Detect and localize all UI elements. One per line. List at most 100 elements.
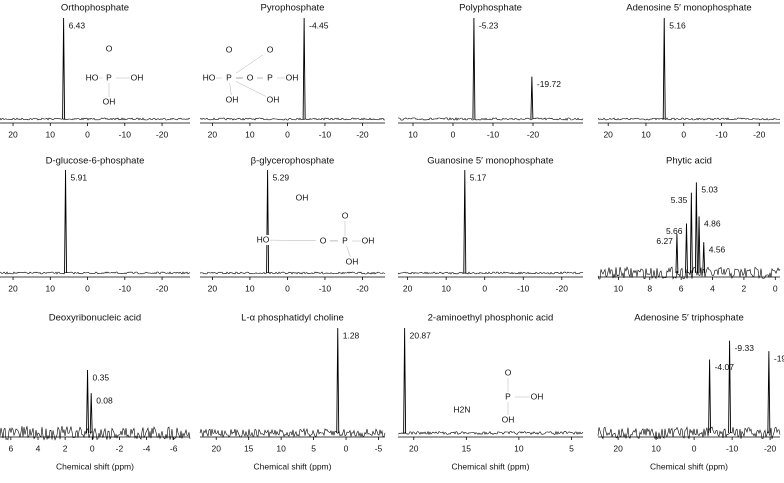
atom-label: O <box>106 43 113 53</box>
x-tick-label: 0 <box>85 129 90 139</box>
x-tick-label: 5 <box>569 443 574 453</box>
atom-bg <box>455 405 469 415</box>
peak <box>675 233 679 274</box>
panel-title: Phytic acid <box>666 156 712 167</box>
peak-label: -4.45 <box>309 20 329 30</box>
atom-bg <box>102 44 116 54</box>
atom-label: OH <box>267 94 280 104</box>
x-tick-label: 0 <box>285 283 290 293</box>
atom-label: HO <box>203 72 216 82</box>
atom-bg <box>102 73 116 83</box>
panel-title: D-glucose-6-phosphate <box>46 156 145 167</box>
atom-label: P <box>342 235 348 245</box>
x-tick-label: -2 <box>116 443 124 453</box>
spectrum-baseline <box>199 427 386 439</box>
x-tick-label: 20 <box>8 283 18 293</box>
atom-label: O <box>342 210 349 220</box>
x-tick-label: 20 <box>603 129 613 139</box>
peak <box>702 242 706 274</box>
x-tick-label: 0 <box>681 129 686 139</box>
peak <box>403 327 407 434</box>
atom-label: O <box>505 367 512 377</box>
x-tick-label: 0 <box>451 129 456 139</box>
x-tick-label: 20 <box>211 443 221 453</box>
x-tick-label: 20 <box>208 283 218 293</box>
x-axis-label: Chemical shift (ppm) <box>452 461 530 471</box>
atom-label: P <box>106 72 112 82</box>
x-tick-label: 2 <box>742 283 747 293</box>
atom-label: OH <box>131 72 144 82</box>
x-tick-label: 10 <box>441 283 451 293</box>
peak <box>530 76 534 120</box>
spectrum-baseline <box>0 117 191 121</box>
spectrum-baseline <box>199 117 385 121</box>
panel-title: Orthophosphate <box>61 3 129 14</box>
panel-title: 2-aminoethyl phosphonic acid <box>428 313 554 324</box>
spectrum-baseline <box>597 426 781 440</box>
peak <box>694 182 698 274</box>
peak-label: 4.56 <box>709 244 726 254</box>
atom-label: P <box>267 72 273 82</box>
panel-title: Pyrophosphate <box>261 3 325 14</box>
atom-bg <box>222 45 236 55</box>
peak-label: -19.67 <box>774 353 784 363</box>
peak <box>767 351 771 434</box>
atom-bg <box>263 45 277 55</box>
atom-bg <box>225 95 239 105</box>
x-tick-label: 0 <box>344 443 349 453</box>
atom-bg <box>501 392 515 402</box>
peak-label: 4.86 <box>704 219 721 229</box>
peak-label: -19.72 <box>537 79 561 89</box>
x-tick-label: 4 <box>710 283 715 293</box>
atom-bg <box>266 95 280 105</box>
panel-title: L-α phosphatidyl choline <box>241 313 344 324</box>
x-tick-label: -10 <box>319 283 332 293</box>
atom-bg <box>263 73 277 83</box>
x-tick-label: -20 <box>156 283 169 293</box>
x-tick-label: 5 <box>311 443 316 453</box>
x-tick-label: 15 <box>462 443 472 453</box>
atom-label: HO <box>257 234 270 244</box>
x-tick-label: -10 <box>119 129 132 139</box>
atom-label: OH <box>362 235 375 245</box>
atom-label: O <box>267 44 274 54</box>
x-tick-label: 8 <box>647 283 652 293</box>
peak <box>64 169 67 274</box>
x-tick-label: -20 <box>556 283 569 293</box>
x-tick-label: 10 <box>46 129 56 139</box>
peak-label: 5.66 <box>666 226 683 236</box>
atom-label: OH <box>531 391 544 401</box>
peak-label: 5.91 <box>71 172 88 182</box>
x-tick-label: -10 <box>726 443 739 453</box>
spectrum-baseline <box>397 117 584 121</box>
atom-bg <box>530 392 544 402</box>
x-tick-label: 0 <box>692 443 697 453</box>
x-tick-label: -10 <box>319 129 332 139</box>
peak-label: -9.33 <box>735 343 755 353</box>
peak-label: 20.87 <box>410 330 432 340</box>
x-tick-label: -20 <box>356 129 369 139</box>
peak-label: -5.23 <box>479 20 499 30</box>
atom-label: O <box>247 72 254 82</box>
spectrum-baseline <box>0 425 191 441</box>
peak <box>266 169 270 274</box>
atom-bg <box>256 235 270 245</box>
spectrum-baseline <box>397 430 584 436</box>
x-tick-label: 20 <box>409 443 419 453</box>
atom-bg <box>361 236 375 246</box>
x-tick-label: -10 <box>119 283 132 293</box>
x-tick-label: -20 <box>156 129 169 139</box>
atom-bg <box>102 97 116 107</box>
peak <box>302 17 306 120</box>
peak <box>336 327 340 434</box>
atom-bg <box>501 368 515 378</box>
atom-bg <box>202 73 216 83</box>
peak-label: 5.35 <box>671 195 688 205</box>
peak-label: 1.28 <box>343 330 360 340</box>
peak <box>685 223 688 274</box>
panel-title: β-glycerophosphate <box>251 156 335 167</box>
peak <box>463 169 467 274</box>
x-tick-label: 10 <box>245 129 255 139</box>
atom-bg <box>85 73 99 83</box>
